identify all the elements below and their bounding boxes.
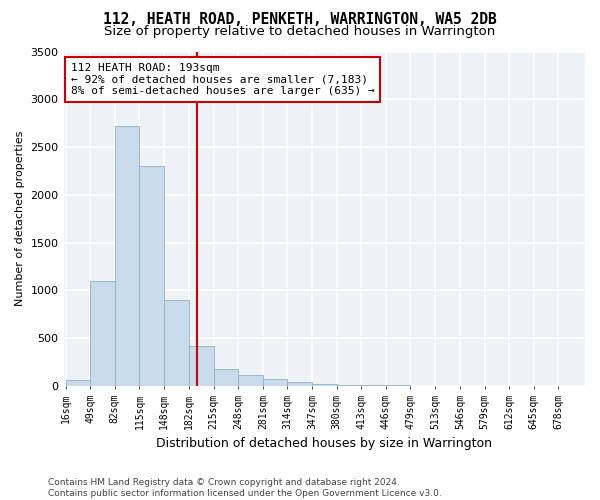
Bar	[337, 385, 361, 386]
Bar	[287, 382, 312, 386]
Bar	[115, 126, 139, 386]
Bar	[214, 368, 238, 386]
Bar	[238, 376, 263, 386]
Bar	[66, 380, 91, 386]
Bar	[189, 346, 214, 386]
Text: 112 HEATH ROAD: 193sqm
← 92% of detached houses are smaller (7,183)
8% of semi-d: 112 HEATH ROAD: 193sqm ← 92% of detached…	[71, 63, 375, 96]
X-axis label: Distribution of detached houses by size in Warrington: Distribution of detached houses by size …	[156, 437, 492, 450]
Bar	[263, 378, 287, 386]
Text: Contains HM Land Registry data © Crown copyright and database right 2024.
Contai: Contains HM Land Registry data © Crown c…	[48, 478, 442, 498]
Bar	[139, 166, 164, 386]
Bar	[312, 384, 337, 386]
Text: Size of property relative to detached houses in Warrington: Size of property relative to detached ho…	[104, 25, 496, 38]
Text: 112, HEATH ROAD, PENKETH, WARRINGTON, WA5 2DB: 112, HEATH ROAD, PENKETH, WARRINGTON, WA…	[103, 12, 497, 28]
Bar	[91, 280, 115, 386]
Bar	[164, 300, 189, 386]
Y-axis label: Number of detached properties: Number of detached properties	[15, 131, 25, 306]
